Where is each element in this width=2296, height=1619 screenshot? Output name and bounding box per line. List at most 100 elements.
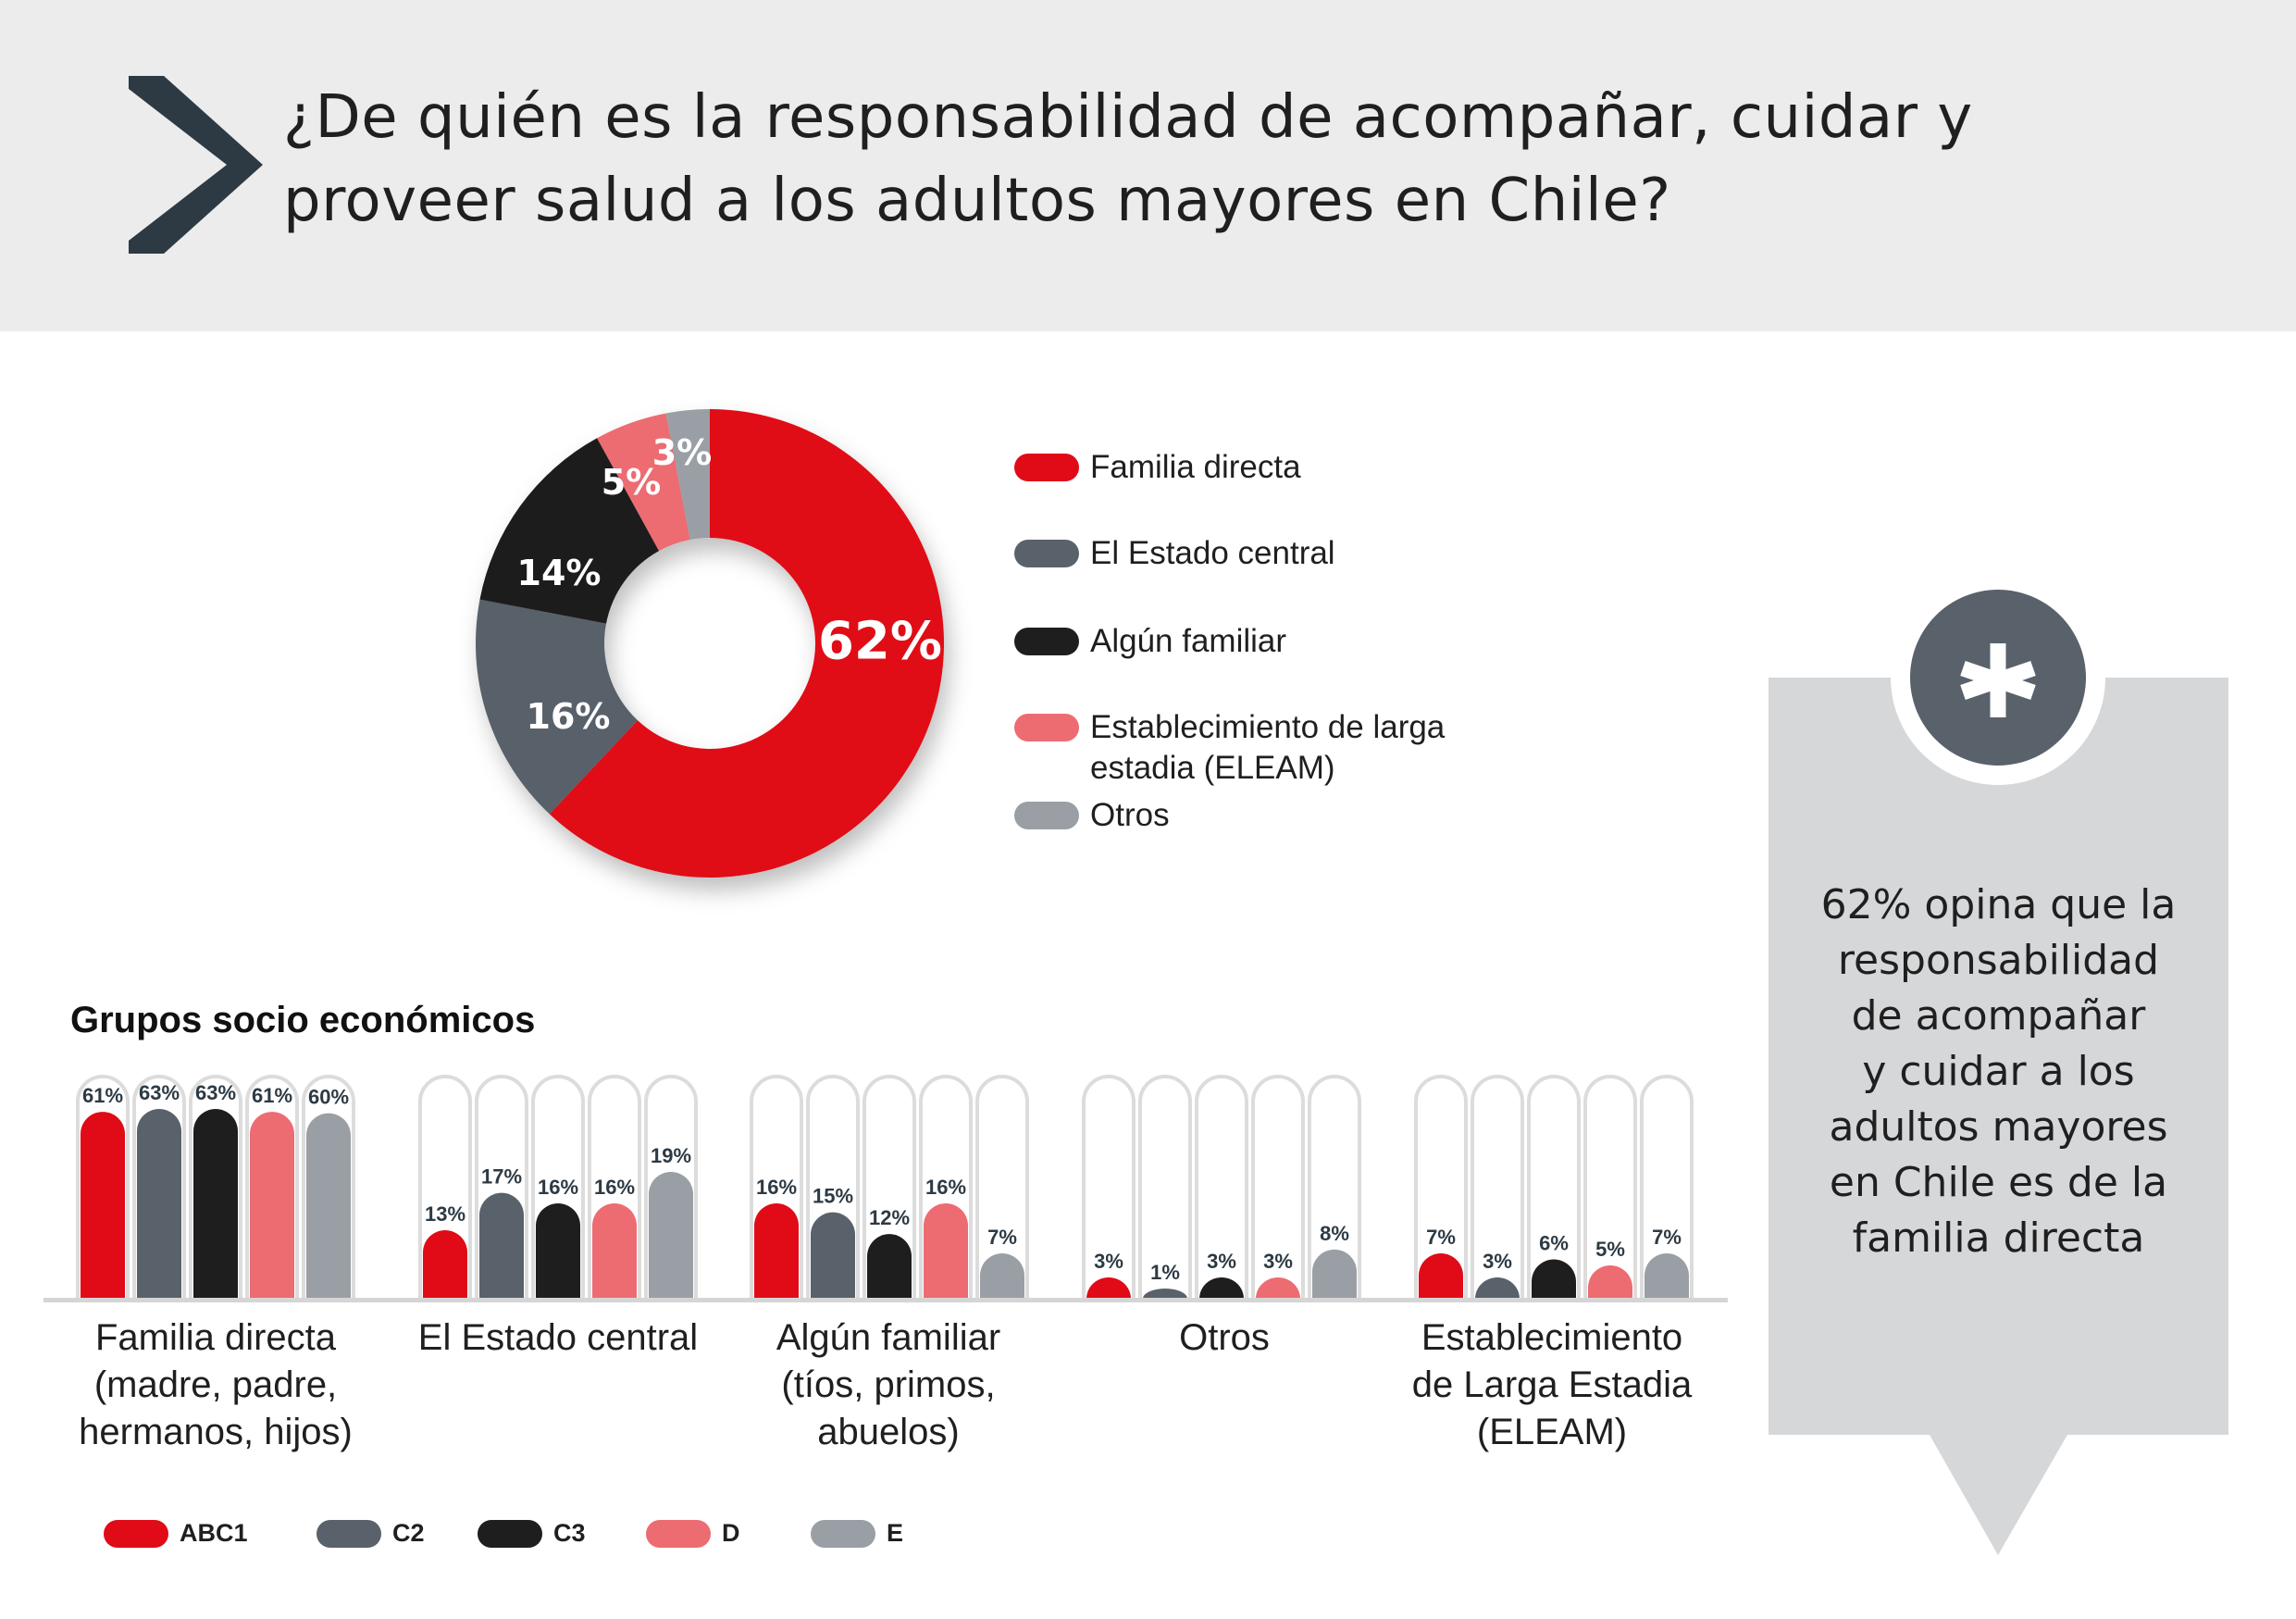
- bar-value-label: 3%: [1263, 1250, 1293, 1273]
- donut-slice: [476, 599, 638, 815]
- slice-label: 3%: [652, 432, 713, 473]
- bar-track: [975, 1075, 1029, 1299]
- bar-value-label: 17%: [481, 1165, 522, 1189]
- bar: [536, 1203, 580, 1299]
- bar: [306, 1113, 351, 1299]
- bar-value-label: 61%: [82, 1084, 123, 1107]
- slice-label: 62%: [818, 612, 942, 672]
- bar-legend-item: ABC1: [104, 1519, 248, 1548]
- legend-label: C2: [392, 1519, 425, 1547]
- legend-item: Establecimiento de larga estadia (ELEAM): [1014, 709, 1445, 789]
- baseline: [43, 1298, 1728, 1302]
- bar-value-label: 63%: [139, 1081, 180, 1104]
- bar-value-label: 1%: [1150, 1261, 1180, 1284]
- legend-item: Algún familiar: [1014, 623, 1286, 662]
- bar: [649, 1172, 693, 1299]
- bar-value-label: 15%: [813, 1185, 853, 1208]
- donut-slice: [479, 438, 660, 624]
- bar-legend-item: D: [646, 1519, 740, 1548]
- legend-swatch: [316, 1519, 381, 1548]
- slice-label: 5%: [602, 462, 662, 503]
- bar-value-label: 16%: [594, 1176, 635, 1199]
- legend-swatch: [478, 1519, 542, 1548]
- bar-legend-item: C2: [316, 1519, 425, 1548]
- bar-track: [1308, 1075, 1361, 1299]
- category-label: Algún familiar (tíos, primos, abuelos): [776, 1317, 1001, 1452]
- legend-label: Establecimiento de larga estadia (ELEAM): [1090, 709, 1446, 786]
- bar-legend-item: E: [811, 1519, 903, 1548]
- callout-line: familia directa: [1852, 1214, 2145, 1262]
- category-label: Familia directa (madre, padre, hermanos, h…: [79, 1317, 353, 1452]
- legend-swatch: [811, 1519, 875, 1548]
- bar-legend-item: C3: [478, 1519, 586, 1548]
- bar: [423, 1230, 467, 1299]
- legend-item: Familia directa: [1014, 449, 1301, 488]
- bar: [592, 1203, 637, 1299]
- bar: [193, 1109, 238, 1299]
- callout-line: de acompañar: [1851, 992, 2146, 1040]
- bar-chart: 61% 63% 63% 61% 60% 13% 17% 16% 16% 19% 16% 15% 12% 1…: [43, 1075, 1728, 1302]
- bar-track: [1640, 1075, 1694, 1299]
- bar-value-label: 3%: [1483, 1250, 1512, 1273]
- title-line-1: ¿De quién es la responsabilidad de acomp…: [283, 83, 1973, 152]
- bar-track: [1251, 1075, 1305, 1299]
- bar-value-label: 63%: [195, 1081, 236, 1104]
- legend-item: El Estado central: [1014, 535, 1335, 574]
- donut-slice: [549, 409, 944, 878]
- bar-value-label: 7%: [1652, 1226, 1682, 1249]
- bar: [81, 1112, 125, 1299]
- chevron-right-icon: [129, 76, 263, 254]
- bar: [1199, 1277, 1244, 1299]
- bar-chart-title: Grupos socio económicos: [70, 1000, 536, 1040]
- bar: [137, 1109, 181, 1299]
- bar-value-label: 16%: [756, 1176, 797, 1199]
- bar-value-label: 16%: [538, 1176, 578, 1199]
- legend-label: Otros: [1090, 797, 1170, 833]
- bar-value-label: 60%: [308, 1086, 349, 1109]
- legend-label: C3: [553, 1519, 586, 1547]
- bar: [867, 1234, 912, 1299]
- bar: [1419, 1253, 1463, 1299]
- bar: [1256, 1277, 1300, 1299]
- bar: [1475, 1277, 1520, 1299]
- bar-track: [1583, 1075, 1637, 1299]
- bar: [811, 1212, 855, 1299]
- legend-swatch: [646, 1519, 711, 1548]
- legend-swatch: [1014, 802, 1079, 829]
- legend-swatch: [104, 1519, 168, 1548]
- bar-track: [1414, 1075, 1468, 1299]
- bar-value-label: 7%: [1426, 1226, 1456, 1249]
- bar: [1086, 1277, 1131, 1299]
- bar-value-label: 5%: [1595, 1238, 1625, 1261]
- donut-slice: [597, 413, 690, 552]
- bar-value-label: 8%: [1320, 1222, 1349, 1245]
- bar: [1588, 1265, 1632, 1299]
- bar-value-label: 7%: [987, 1226, 1017, 1249]
- legend-label: Familia directa: [1090, 449, 1301, 485]
- callout-line: adultos mayores: [1829, 1103, 2168, 1151]
- legend-label: ABC1: [180, 1519, 248, 1547]
- legend-swatch: [1014, 714, 1079, 741]
- title-line-2: proveer salud a los adultos mayores en C…: [283, 167, 1671, 235]
- bar-value-label: 13%: [425, 1202, 465, 1226]
- bar-track: [1082, 1075, 1136, 1299]
- category-label: El Estado central: [417, 1317, 699, 1358]
- callout-line: en Chile es de la: [1829, 1159, 2168, 1206]
- bar: [1312, 1249, 1357, 1299]
- legend-label: D: [722, 1519, 740, 1547]
- bar-value-label: 6%: [1539, 1232, 1569, 1255]
- bar-value-label: 19%: [651, 1144, 691, 1167]
- bar-value-label: 3%: [1207, 1250, 1236, 1273]
- legend-item: Otros: [1014, 797, 1170, 836]
- category-label: Otros: [1179, 1317, 1270, 1358]
- bar-value-label: 16%: [925, 1176, 966, 1199]
- page-title: ¿De quién es la responsabilidad de acomp…: [283, 76, 1973, 243]
- bar: [1532, 1259, 1576, 1299]
- asterisk-icon: [1960, 643, 2036, 717]
- callout-line: y cuidar a los: [1862, 1048, 2135, 1095]
- bar: [250, 1112, 294, 1299]
- callout-text: 62% opina que la responsabilidad de acompa…: [1769, 878, 2228, 1266]
- bar: [1143, 1289, 1187, 1299]
- bar-track: [1195, 1075, 1248, 1299]
- slice-label: 14%: [517, 553, 602, 593]
